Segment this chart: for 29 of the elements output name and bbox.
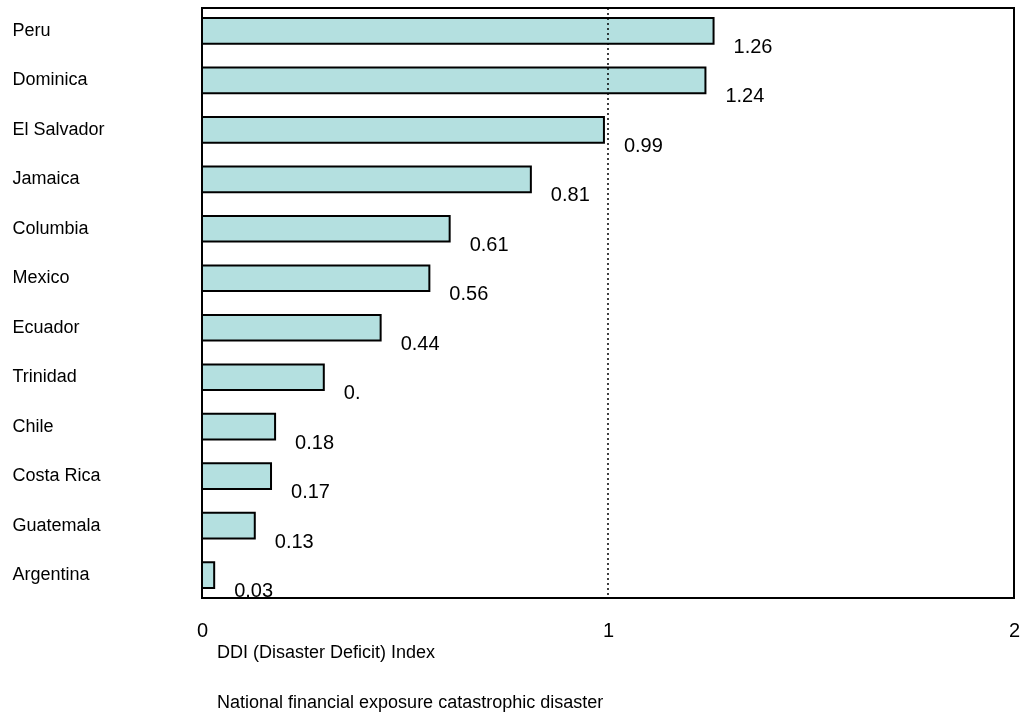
y-tick-label: Guatemala	[12, 514, 102, 535]
data-label: 0.61	[469, 232, 509, 255]
x-tick-label: 2	[1008, 618, 1021, 641]
data-label: 0.81	[550, 183, 590, 206]
data-label: 0.17	[291, 480, 330, 503]
y-tick-label: Costa Rica	[12, 465, 102, 486]
y-tick-label: Jamaica	[12, 168, 81, 189]
y-tick-label: Columbia	[12, 217, 90, 238]
text: National financial exposure catastrophic disaster	[217, 692, 604, 712]
data-label: 0.03	[234, 579, 274, 602]
y-tick-label: El Salvador	[12, 118, 105, 139]
y-tick-label: Argentina	[12, 564, 91, 585]
y-tick-label: Mexico	[12, 267, 70, 288]
y-tick-label: Peru	[12, 19, 51, 40]
data-label: 1.24	[725, 84, 765, 107]
y-tick-label: Ecuador	[12, 316, 80, 337]
data-label: 0.56	[449, 282, 489, 305]
data-label: 0.13	[274, 529, 314, 552]
data-label: 1.26	[733, 34, 773, 57]
y-tick-label: Chile	[12, 415, 54, 436]
data-label: 0.	[343, 381, 361, 404]
x-tick-label: 0	[196, 618, 209, 641]
x-axis-title: DDI (Disaster Deficit) Index	[217, 642, 436, 662]
y-tick-label: Trinidad	[12, 366, 77, 387]
y-tick-label: Dominica	[12, 69, 89, 90]
data-label: 0.18	[295, 430, 335, 453]
data-label: 0.99	[623, 133, 663, 156]
x-tick-label: 1	[602, 618, 615, 641]
data-label: 0.44	[400, 331, 440, 354]
